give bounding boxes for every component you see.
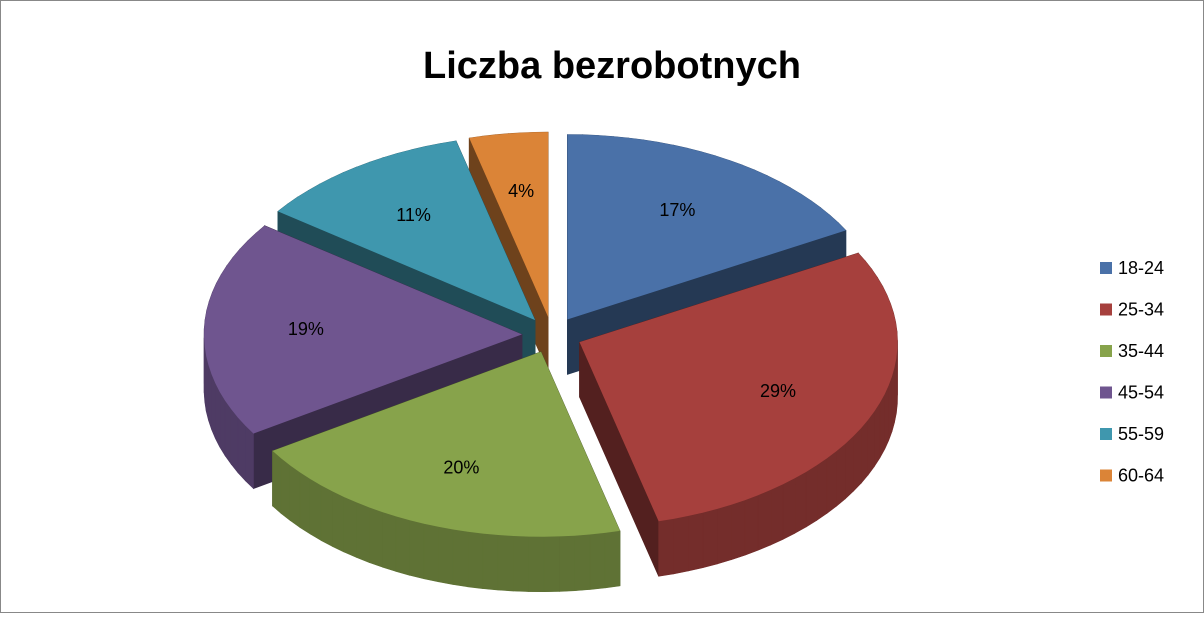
slice-side <box>731 500 745 560</box>
slice-side <box>225 401 231 465</box>
slice-side <box>868 411 874 474</box>
slice-side <box>795 472 806 533</box>
slice-side <box>321 485 332 546</box>
slice-side <box>703 509 717 568</box>
slice-side <box>783 478 795 539</box>
slice-side <box>357 502 370 562</box>
legend-label: 60-64 <box>1118 465 1164 485</box>
data-label: 29% <box>760 381 796 401</box>
slice-side <box>889 377 892 441</box>
slice-side <box>245 426 253 489</box>
slice-side <box>771 484 783 545</box>
slice-side <box>745 495 758 555</box>
slice-side <box>817 458 827 520</box>
slice-side <box>220 392 225 456</box>
slice-side <box>674 516 689 574</box>
legend-label: 18-24 <box>1118 258 1164 278</box>
slice-side <box>424 524 438 582</box>
data-label: 11% <box>396 205 431 225</box>
legend-label: 55-59 <box>1118 424 1164 444</box>
slice-side <box>758 490 771 550</box>
slice-side <box>885 385 889 449</box>
legend-swatch <box>1100 304 1112 316</box>
data-label: 4% <box>508 181 534 201</box>
slice-side <box>861 420 868 483</box>
slice-side <box>438 527 453 585</box>
slice-side <box>854 428 862 491</box>
slice-side <box>369 508 382 568</box>
slice-side <box>806 465 817 527</box>
slice-side <box>892 368 895 432</box>
slice-side <box>382 512 396 571</box>
slice-side <box>209 365 212 429</box>
slice-side <box>273 451 282 513</box>
slice-side <box>590 533 605 590</box>
slice-side <box>874 403 880 467</box>
legend-swatch <box>1100 262 1112 274</box>
slice-side <box>310 479 321 540</box>
slice-side <box>453 530 468 587</box>
slice-side <box>281 458 290 520</box>
slice-side <box>880 394 885 458</box>
slice-side <box>559 536 574 592</box>
slice-side <box>344 497 356 557</box>
slice-side <box>827 451 837 513</box>
data-label: 17% <box>659 200 695 220</box>
data-label: 20% <box>443 457 479 477</box>
slice-side <box>544 536 559 591</box>
chart-title: Liczba bezrobotnych <box>423 45 801 87</box>
slice-side <box>605 531 620 588</box>
legend-swatch <box>1100 345 1112 357</box>
slice-side <box>215 383 220 447</box>
legend-label: 25-34 <box>1118 299 1164 319</box>
slice-side <box>410 520 424 578</box>
slice-side <box>529 537 544 592</box>
slice-side <box>483 534 498 590</box>
slice-side <box>845 436 853 499</box>
slice-side <box>300 472 310 534</box>
legend-swatch <box>1100 428 1112 440</box>
slice-side <box>659 519 674 576</box>
slice-side <box>837 444 846 506</box>
slice-side <box>575 535 590 591</box>
slice-side <box>468 532 483 589</box>
legend-label: 45-54 <box>1118 382 1164 402</box>
slice-side <box>332 491 344 552</box>
slice-side <box>689 513 704 571</box>
legend-swatch <box>1100 470 1112 482</box>
slice-side <box>717 505 731 564</box>
slice-side <box>231 409 238 472</box>
slice-side <box>396 516 410 575</box>
slice-side <box>212 374 216 438</box>
data-label: 19% <box>288 319 324 339</box>
slice-side <box>238 418 246 481</box>
legend-swatch <box>1100 387 1112 399</box>
slice-side <box>290 466 300 528</box>
slice-side <box>206 356 208 420</box>
slice-side <box>498 535 513 591</box>
legend-label: 35-44 <box>1118 341 1164 361</box>
slice-side <box>513 536 528 592</box>
